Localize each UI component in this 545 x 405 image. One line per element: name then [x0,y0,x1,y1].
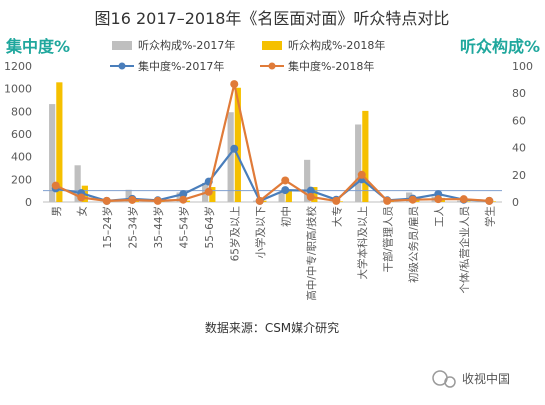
legend-marker [119,63,126,70]
category-label: 初级公务员/雇员 [407,206,420,283]
category-label: 15–24岁 [101,206,114,248]
category-label: 男 [51,206,63,217]
point-2018 [409,196,417,204]
category-label: 65岁及以上 [228,206,241,261]
source-text: 数据来源：CSM媒介研究 [205,320,339,335]
point-2018 [307,193,315,201]
category-label: 55–64岁 [203,206,216,248]
category-label: 大专 [330,206,343,227]
left-tick-label: 800 [11,105,32,118]
left-tick-label: 400 [11,151,32,164]
right-tick-label: 0 [512,196,519,209]
category-label: 35–44岁 [152,206,165,248]
point-2018 [179,196,187,204]
bar-2017 [279,192,285,202]
left-tick-label: 1000 [4,83,32,96]
category-label: 学生 [483,206,496,227]
point-2018 [434,195,442,203]
legend-marker [269,63,276,70]
legend-label: 听众构成%-2018年 [288,38,385,52]
point-2018 [281,176,289,184]
right-tick-label: 20 [512,169,526,182]
category-label: 初中 [279,206,292,227]
point-2018 [485,197,493,205]
category-label: 女 [75,206,88,217]
line-2017 [56,149,490,201]
point-2018 [205,188,213,196]
right-tick-label: 80 [512,87,526,100]
right-tick-label: 100 [512,60,533,73]
category-label: 25–34岁 [126,206,139,248]
left-tick-label: 1200 [4,60,32,73]
point-2018 [154,197,162,205]
point-2017 [281,186,289,194]
line-2018 [56,84,490,201]
category-label: 工人 [433,206,445,227]
point-2018 [103,197,111,205]
point-2018 [77,193,85,201]
legend-swatch [262,41,282,50]
left-axis-title: 集中度% [5,37,70,56]
bar-2018 [362,111,368,202]
category-label: 个体/私营企业人员 [458,206,471,294]
legend-label: 集中度%-2018年 [288,59,374,73]
category-label: 大学本科及以上 [356,206,369,280]
point-2018 [128,196,136,204]
legend-swatch [112,41,132,50]
point-2018 [230,80,238,88]
category-label: 小学及以下 [254,206,267,259]
point-2018 [460,195,468,203]
right-tick-label: 60 [512,114,526,127]
category-label: 高中/中专/职高/技校 [305,206,318,301]
point-2017 [230,145,238,153]
right-axis-title: 听众构成% [460,37,540,56]
chart-title: 图16 2017–2018年《名医面对面》听众特点对比 [95,9,450,28]
category-label: 干部/管理人员 [381,206,394,273]
watermark-text: 收视中国 [462,371,510,386]
legend-label: 集中度%-2017年 [138,59,224,73]
point-2018 [332,197,340,205]
category-label: 45–54岁 [177,206,190,248]
point-2018 [383,197,391,205]
legend-label: 听众构成%-2017年 [138,38,235,52]
point-2018 [256,197,264,205]
left-tick-label: 0 [25,196,32,209]
left-tick-label: 200 [11,173,32,186]
left-tick-label: 600 [11,128,32,141]
right-tick-label: 40 [512,142,526,155]
point-2018 [52,182,60,190]
point-2018 [358,171,366,179]
